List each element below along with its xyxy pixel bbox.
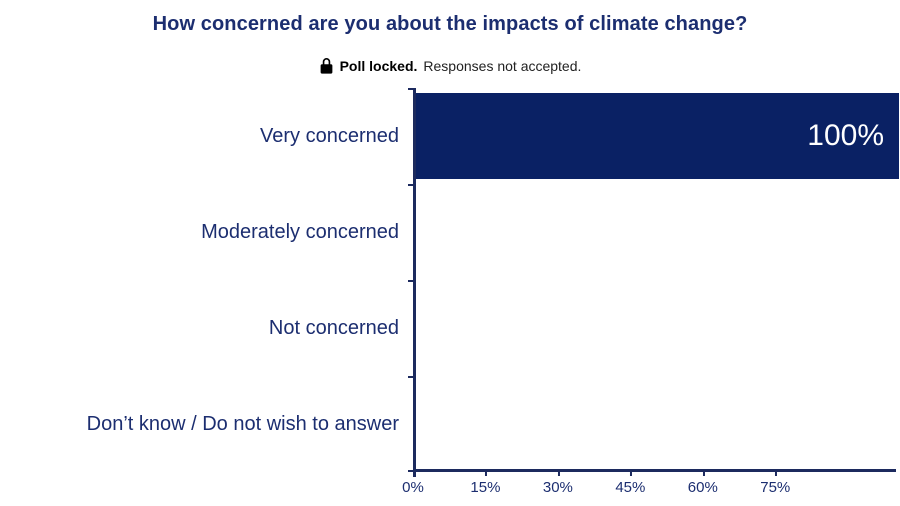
poll-question-title: How concerned are you about the impacts … bbox=[152, 13, 748, 35]
y-axis-tick bbox=[408, 88, 413, 90]
y-axis-line bbox=[408, 88, 416, 472]
chart-row: Very concerned 100% bbox=[0, 88, 900, 184]
poll-locked-label: Poll locked. bbox=[339, 58, 418, 74]
lock-icon bbox=[319, 57, 334, 74]
category-label-very-concerned: Very concerned bbox=[260, 125, 399, 147]
category-label-not-concerned: Not concerned bbox=[268, 317, 399, 339]
y-axis-tick bbox=[408, 184, 413, 186]
x-axis-ticks: 0% 15% 30% 45% 60% 75% bbox=[402, 472, 896, 497]
y-axis-tick bbox=[408, 470, 413, 472]
y-axis-tick bbox=[408, 280, 413, 282]
poll-locked-banner: Poll locked. Responses not accepted. bbox=[0, 58, 900, 74]
category-label-moderately-concerned: Moderately concerned bbox=[201, 221, 399, 243]
chart-rows: Very concerned 100% Moderately concerned… bbox=[0, 88, 900, 472]
x-axis-tick-label: 15% bbox=[470, 472, 501, 496]
chart-row: Moderately concerned bbox=[0, 184, 900, 280]
x-axis-tick-label: 75% bbox=[760, 472, 791, 496]
x-axis-tick-label: 45% bbox=[615, 472, 646, 496]
x-axis-line bbox=[413, 469, 896, 472]
y-axis-tick bbox=[408, 376, 413, 378]
category-label-dont-know: Don’t know / Do not wish to answer bbox=[86, 413, 399, 435]
x-axis-tick-label: 30% bbox=[542, 472, 573, 496]
x-axis-tick-label: 0% bbox=[402, 472, 424, 496]
poll-results-chart: Very concerned 100% Moderately concerned… bbox=[0, 88, 900, 496]
poll-locked-detail: Responses not accepted. bbox=[423, 58, 582, 74]
plot-cell bbox=[416, 280, 899, 376]
bar-value-label: 100% bbox=[807, 119, 884, 152]
x-axis-tick-label: 60% bbox=[687, 472, 718, 496]
chart-row: Don’t know / Do not wish to answer bbox=[0, 376, 900, 472]
chart-row: Not concerned bbox=[0, 280, 900, 376]
plot-cell: 100% bbox=[416, 88, 899, 184]
bar-very-concerned: 100% bbox=[416, 93, 899, 179]
plot-cell bbox=[416, 184, 899, 280]
plot-cell bbox=[416, 376, 899, 472]
